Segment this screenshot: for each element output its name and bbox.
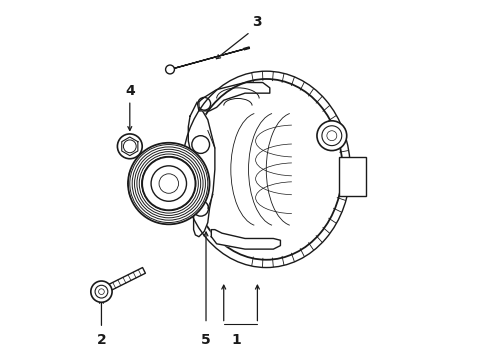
Circle shape xyxy=(128,143,210,224)
Circle shape xyxy=(123,140,136,153)
Text: 3: 3 xyxy=(252,15,262,29)
Text: 1: 1 xyxy=(231,333,241,347)
Text: 5: 5 xyxy=(201,333,211,347)
Circle shape xyxy=(95,285,108,298)
Circle shape xyxy=(327,131,337,141)
Circle shape xyxy=(317,121,347,150)
Text: 4: 4 xyxy=(125,84,135,98)
Polygon shape xyxy=(211,230,280,249)
Circle shape xyxy=(98,289,104,294)
FancyBboxPatch shape xyxy=(339,157,366,196)
Ellipse shape xyxy=(190,79,343,260)
Circle shape xyxy=(118,134,142,159)
Circle shape xyxy=(151,166,187,201)
Polygon shape xyxy=(122,137,138,156)
Polygon shape xyxy=(188,102,215,237)
Circle shape xyxy=(166,65,174,74)
Circle shape xyxy=(91,281,112,302)
Polygon shape xyxy=(100,267,146,294)
Circle shape xyxy=(159,174,178,193)
Text: 2: 2 xyxy=(97,333,106,347)
Polygon shape xyxy=(170,48,249,69)
Circle shape xyxy=(142,157,196,210)
